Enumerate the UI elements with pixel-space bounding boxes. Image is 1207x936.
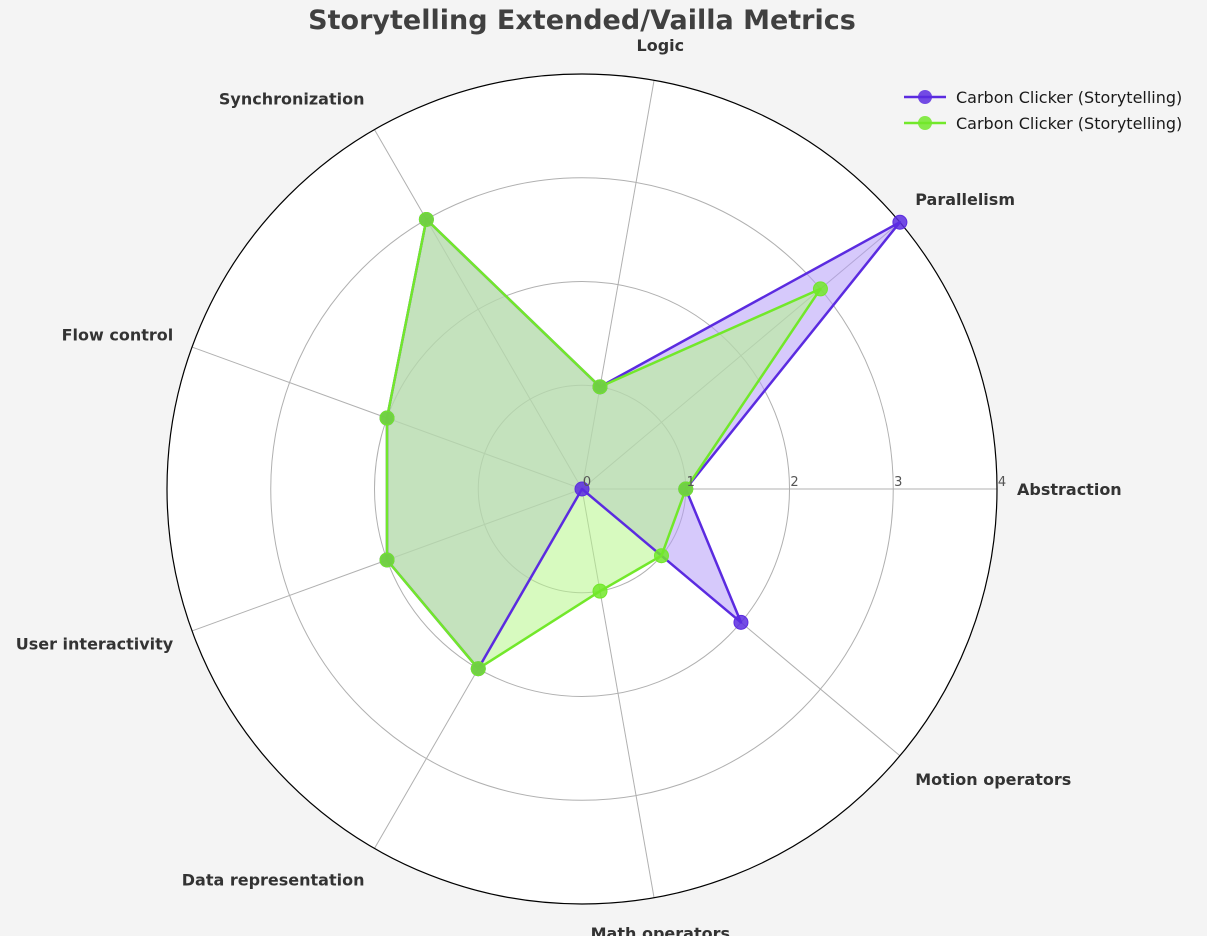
- category-label: Motion operators: [915, 770, 1071, 789]
- data-point: [379, 552, 395, 568]
- legend-label: Carbon Clicker (Storytelling): [956, 113, 1183, 133]
- data-point: [733, 614, 749, 630]
- data-point: [379, 410, 395, 426]
- series-area-1: [387, 219, 821, 669]
- data-point: [812, 281, 828, 297]
- data-point: [418, 211, 434, 227]
- legend-label: Carbon Clicker (Storytelling): [956, 87, 1183, 107]
- legend-item: Carbon Clicker (Storytelling): [902, 84, 1182, 110]
- data-point: [574, 481, 590, 497]
- category-label: Logic: [637, 36, 685, 55]
- legend-item: Carbon Clicker (Storytelling): [902, 110, 1182, 136]
- data-point: [592, 379, 608, 395]
- category-label: Abstraction: [1017, 480, 1122, 499]
- legend-swatch-0: [904, 90, 946, 104]
- chart-title: Storytelling Extended/Vailla Metrics: [308, 5, 856, 36]
- outer-frame: [166, 73, 998, 905]
- data-point: [678, 481, 694, 497]
- rtick-label: 3: [894, 475, 902, 490]
- data-point: [592, 583, 608, 599]
- legend: Carbon Clicker (Storytelling) Carbon Cli…: [902, 84, 1182, 136]
- category-label: Parallelism: [915, 190, 1015, 209]
- series-line-1: [385, 218, 822, 670]
- category-label: User interactivity: [16, 634, 174, 653]
- rtick-label: 2: [790, 475, 798, 490]
- data-point: [653, 548, 669, 564]
- data-point: [892, 214, 908, 230]
- rtick-label: 0: [583, 475, 591, 490]
- legend-swatch-1: [904, 116, 946, 130]
- rtick-label: 1: [687, 475, 695, 490]
- category-label: Flow control: [62, 326, 174, 345]
- data-point: [470, 661, 486, 677]
- rtick-label: 4: [998, 475, 1006, 490]
- category-label: Math operators: [591, 924, 730, 936]
- category-label: Synchronization: [219, 89, 365, 108]
- category-label: Data representation: [182, 871, 365, 890]
